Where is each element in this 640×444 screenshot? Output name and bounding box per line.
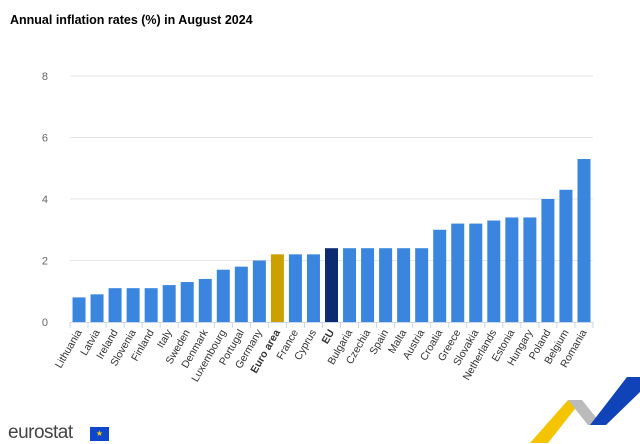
y-tick-label: 8: [42, 71, 48, 83]
bar: [415, 248, 429, 322]
bar: [343, 248, 357, 322]
y-tick-label: 0: [42, 317, 48, 329]
eurostat-logo: eurostat: [8, 422, 73, 443]
bar: [469, 223, 483, 322]
x-tick-label: EU: [319, 328, 337, 347]
bar: [216, 269, 230, 322]
bar: [306, 254, 320, 322]
bar: [180, 282, 194, 322]
bar: [108, 288, 122, 322]
y-tick-label: 6: [42, 133, 48, 145]
bar: [144, 288, 158, 322]
x-tick-label: Spain: [367, 327, 391, 356]
bar: [379, 248, 393, 322]
bar: [505, 217, 519, 322]
bar: [288, 254, 302, 322]
bar: [90, 294, 104, 322]
bar: [126, 288, 140, 322]
bar: [325, 248, 338, 322]
bar: [451, 223, 465, 322]
bar: [487, 220, 501, 322]
chart-title: Annual inflation rates (%) in August 202…: [10, 13, 253, 27]
bar: [162, 285, 176, 322]
bar: [541, 199, 555, 322]
y-tick-label: 4: [42, 194, 48, 206]
bar: [433, 229, 447, 322]
bar: [361, 248, 375, 322]
bar: [577, 159, 591, 322]
bar: [234, 266, 248, 322]
bar: [198, 278, 212, 322]
bar: [559, 189, 573, 322]
bar: [72, 297, 86, 322]
bar: [397, 248, 411, 322]
bar: [252, 260, 266, 322]
eu-flag-icon: ★: [90, 427, 109, 441]
bar: [270, 254, 284, 322]
bar: [523, 217, 537, 322]
y-tick-label: 2: [42, 256, 48, 268]
